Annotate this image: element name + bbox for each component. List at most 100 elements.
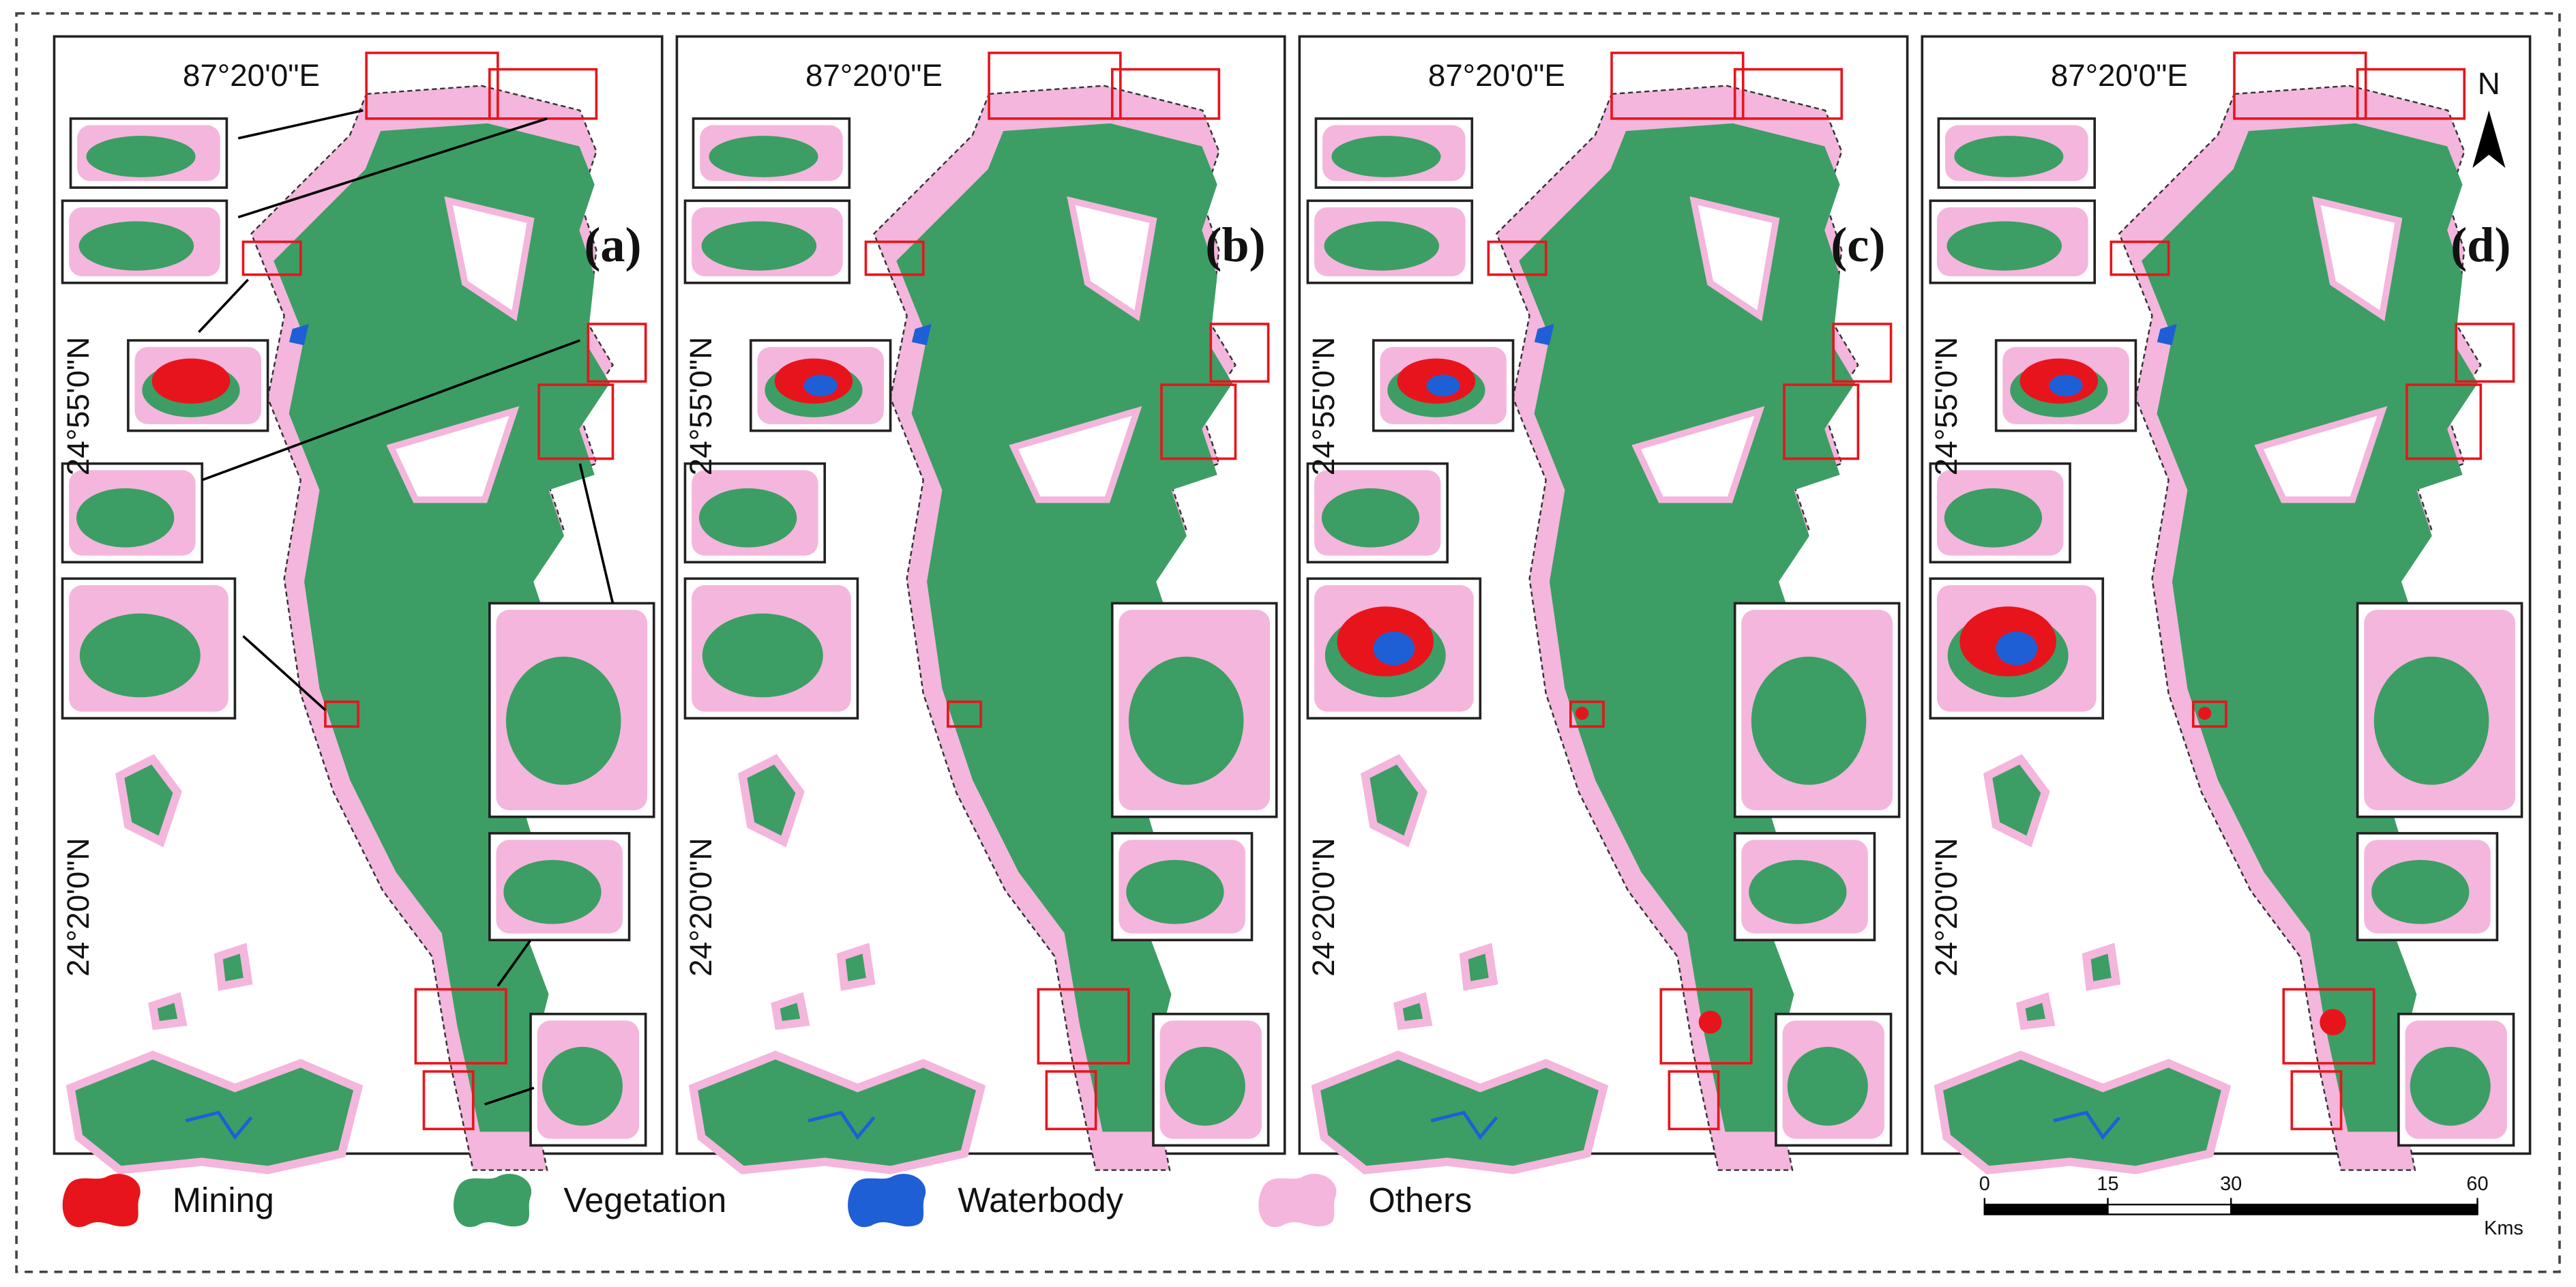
map-hole — [2312, 196, 2403, 322]
panel-label: (b) — [1205, 218, 1265, 272]
inset-vegetation — [1321, 488, 1420, 548]
selection-box — [2290, 1070, 2343, 1131]
arrow — [237, 109, 364, 140]
map-hole — [444, 196, 535, 322]
inset — [2356, 602, 2523, 818]
selection-box — [365, 51, 499, 120]
selection-box — [947, 700, 982, 728]
inset-vegetation — [1331, 136, 1441, 177]
latitude-label: 24°55'0"N — [1306, 337, 1341, 476]
inset-vegetation — [1128, 656, 1244, 785]
selection-box — [2233, 51, 2367, 120]
inset-vegetation — [78, 221, 194, 271]
selection-box — [1209, 323, 1270, 383]
selection-box — [2282, 988, 2375, 1065]
scale-unit: Kms — [2484, 1217, 2523, 1239]
island — [771, 992, 810, 1031]
inset — [1775, 1012, 1893, 1147]
scale-tick-label: 15 — [2097, 1173, 2118, 1195]
inset — [1929, 199, 2097, 284]
inset — [692, 117, 851, 189]
arrow — [578, 463, 615, 604]
selection-box — [2109, 240, 2170, 276]
latitude-label: 24°20'0"N — [1306, 838, 1341, 977]
map-panel: (c) 87°20'0"E 24°55'0"N 24°20'0"N — [1298, 35, 1909, 1174]
island — [1459, 943, 1498, 991]
inset-water — [803, 374, 838, 397]
inset — [2356, 831, 2499, 942]
inset — [61, 462, 204, 564]
selection-box — [1832, 323, 1893, 383]
panel-label: (d) — [2451, 218, 2511, 272]
scale-bar-segment — [1984, 1204, 2108, 1215]
inset-vegetation — [1787, 1046, 1868, 1126]
map-hole — [1067, 196, 1157, 322]
legend-label: Others — [1369, 1181, 1472, 1219]
island — [115, 754, 182, 848]
selection-box — [1045, 1070, 1097, 1131]
inset-vegetation — [1946, 221, 2062, 271]
arrow — [198, 278, 250, 334]
water — [1534, 323, 1554, 346]
selection-box — [1110, 68, 1221, 120]
inset-vegetation — [709, 136, 818, 177]
legend-swatch — [848, 1174, 926, 1228]
inset-vegetation — [86, 136, 196, 177]
inset — [1110, 831, 1254, 942]
inset-vegetation — [698, 488, 797, 548]
selection-box — [864, 240, 925, 276]
inset — [1110, 602, 1278, 818]
inset — [683, 199, 851, 284]
inset-vegetation — [2371, 859, 2470, 924]
inset — [1372, 339, 1515, 432]
selection-box — [1610, 51, 1745, 120]
selection-box — [1569, 700, 1605, 728]
inset-vegetation — [2410, 1046, 2491, 1126]
selection-box — [988, 51, 1122, 120]
inset — [1306, 577, 1482, 720]
island — [148, 992, 188, 1031]
inset-vegetation — [1751, 656, 1867, 785]
selection-box — [241, 240, 302, 276]
arrow — [201, 339, 580, 482]
map-hole — [1631, 406, 1765, 503]
longitude-label: 87°20'0"E — [805, 58, 943, 93]
longitude-label: 87°20'0"E — [183, 58, 320, 93]
selection-box — [1668, 1070, 1720, 1131]
inset-vegetation — [1749, 859, 1847, 924]
river — [2053, 1110, 2121, 1140]
latitude-label: 24°20'0"N — [683, 838, 718, 977]
scale-bar: 0 15 30 60 Kms — [1979, 1173, 2523, 1239]
latitude-label: 24°55'0"N — [683, 337, 718, 476]
arrow — [237, 117, 548, 219]
legend-swatch — [454, 1174, 532, 1228]
scale-tick-label: 60 — [2466, 1173, 2488, 1195]
selection-box — [537, 383, 615, 460]
selection-box — [2356, 68, 2466, 120]
map-hole — [386, 406, 520, 503]
map-hole — [1009, 406, 1142, 503]
selection-box — [587, 323, 647, 383]
latitude-label: 24°55'0"N — [1929, 337, 1964, 476]
selection-box — [2405, 383, 2483, 460]
island — [1983, 754, 2050, 848]
mining-spot — [1575, 707, 1589, 720]
inset-vegetation — [505, 656, 621, 785]
latitude-label: 24°55'0"N — [61, 337, 95, 476]
scale-bar-segment — [2231, 1204, 2478, 1215]
map-hole — [2254, 406, 2388, 503]
mining-spot — [1698, 1010, 1722, 1034]
inset — [683, 462, 827, 564]
selection-box — [324, 700, 359, 728]
selection-box — [2191, 700, 2227, 728]
inset-vegetation — [702, 613, 823, 698]
island — [836, 943, 876, 991]
north-label: N — [2478, 66, 2500, 101]
inset — [1306, 199, 1474, 284]
selection-box — [488, 68, 598, 120]
selection-box — [1733, 68, 1844, 120]
inset — [1994, 339, 2137, 432]
inset — [750, 339, 892, 432]
legend-label: Vegetation — [563, 1181, 726, 1219]
inset — [69, 117, 228, 189]
